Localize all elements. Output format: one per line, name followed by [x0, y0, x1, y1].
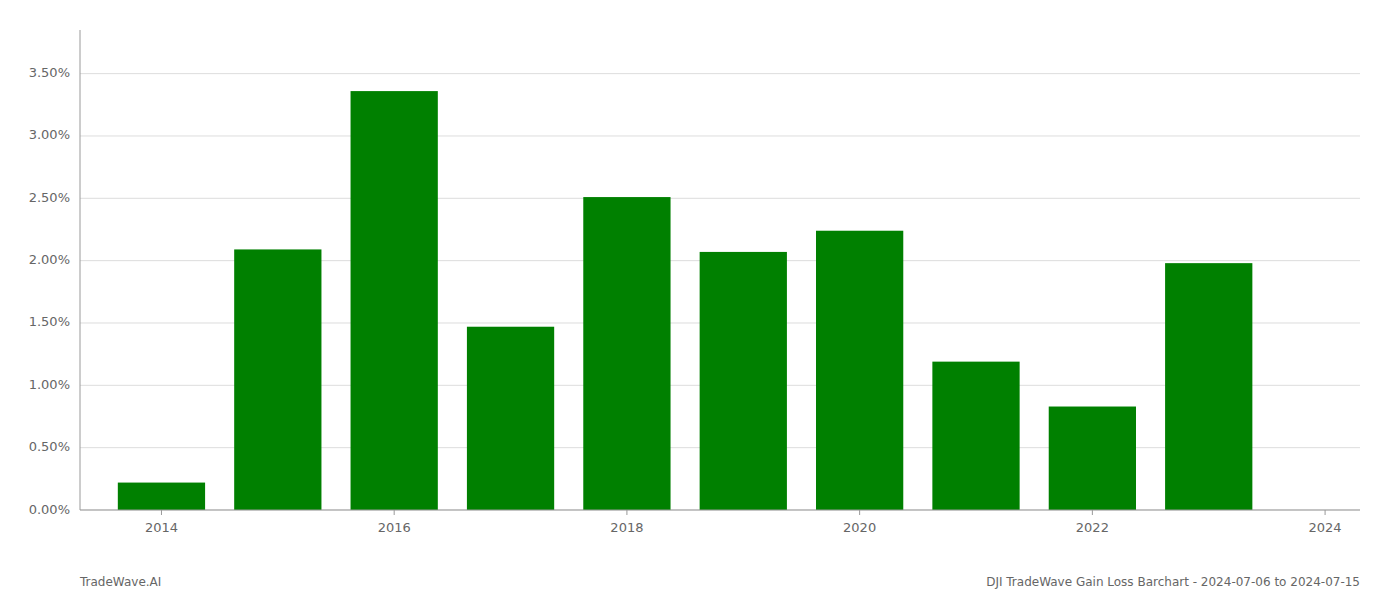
- footer-left: TradeWave.AI: [79, 575, 161, 589]
- grid-line: [80, 73, 1360, 74]
- x-tick: [161, 510, 162, 515]
- bar: [816, 231, 903, 510]
- x-tick: [1325, 510, 1326, 515]
- y-tick-label: 3.50%: [29, 65, 70, 80]
- y-tick-label: 2.50%: [29, 190, 70, 205]
- bar: [118, 483, 205, 510]
- x-tick: [1092, 510, 1093, 515]
- x-tick: [859, 510, 860, 515]
- y-grid: [80, 74, 1360, 510]
- bar: [700, 252, 787, 510]
- bar: [234, 249, 321, 510]
- y-tick-label: 1.50%: [29, 314, 70, 329]
- x-tick-label: 2020: [843, 520, 876, 535]
- bar: [467, 327, 554, 510]
- x-tick-label: 2022: [1076, 520, 1109, 535]
- x-axis-line: [80, 510, 1360, 511]
- grid-line: [80, 135, 1360, 136]
- x-axis: 2014 2016 2018 2020 2022 2024: [145, 510, 1342, 535]
- bar: [583, 197, 670, 510]
- chart: 0.00% 0.50% 1.00% 1.50% 2.00% 2.50% 3.00% 3.50%…: [0, 0, 1400, 600]
- y-tick-label: 0.50%: [29, 439, 70, 454]
- x-tick-label: 2014: [145, 520, 178, 535]
- x-tick-label: 2018: [610, 520, 643, 535]
- y-tick-label: 0.00%: [29, 502, 70, 517]
- x-tick: [394, 510, 395, 515]
- y-axis-line: [80, 30, 81, 510]
- x-tick-label: 2024: [1309, 520, 1342, 535]
- y-tick-label: 2.00%: [29, 252, 70, 267]
- grid-line: [80, 198, 1360, 199]
- y-tick-label: 1.00%: [29, 377, 70, 392]
- bars: [118, 91, 1253, 510]
- bar: [932, 362, 1019, 510]
- footer-right: DJI TradeWave Gain Loss Barchart - 2024-…: [986, 575, 1360, 589]
- bar: [1049, 407, 1136, 510]
- x-tick: [626, 510, 627, 515]
- grid-line: [80, 510, 1360, 511]
- bar: [1165, 263, 1252, 510]
- y-axis: 0.00% 0.50% 1.00% 1.50% 2.00% 2.50% 3.00% 3.50%: [29, 65, 70, 516]
- bar: [351, 91, 438, 510]
- x-tick-label: 2016: [378, 520, 411, 535]
- y-tick-label: 3.00%: [29, 127, 70, 142]
